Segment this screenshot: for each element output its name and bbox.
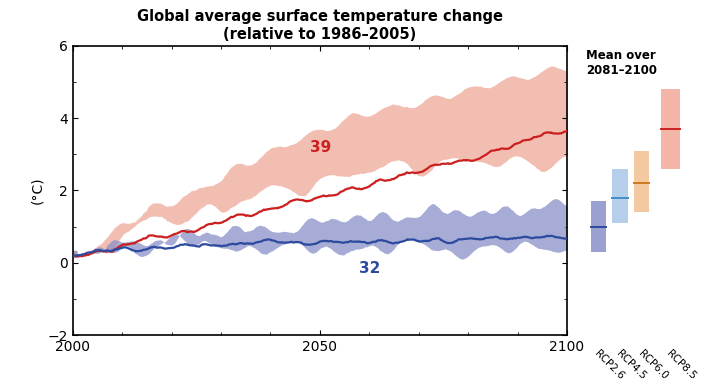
Text: RCP6.0: RCP6.0 [636,348,670,381]
Text: RCP4.5: RCP4.5 [614,348,648,381]
Text: RCP2.6: RCP2.6 [593,348,626,381]
Text: 32: 32 [359,261,381,276]
Title: Global average surface temperature change
(relative to 1986–2005): Global average surface temperature chang… [137,10,503,42]
Y-axis label: (°C): (°C) [31,177,44,204]
Text: Mean over
2081–2100: Mean over 2081–2100 [587,49,657,77]
Bar [590,201,606,252]
Bar [634,150,649,212]
Bar [612,169,627,223]
Bar [661,89,680,169]
Text: 39: 39 [310,141,332,155]
Text: RCP8.5: RCP8.5 [665,348,698,381]
